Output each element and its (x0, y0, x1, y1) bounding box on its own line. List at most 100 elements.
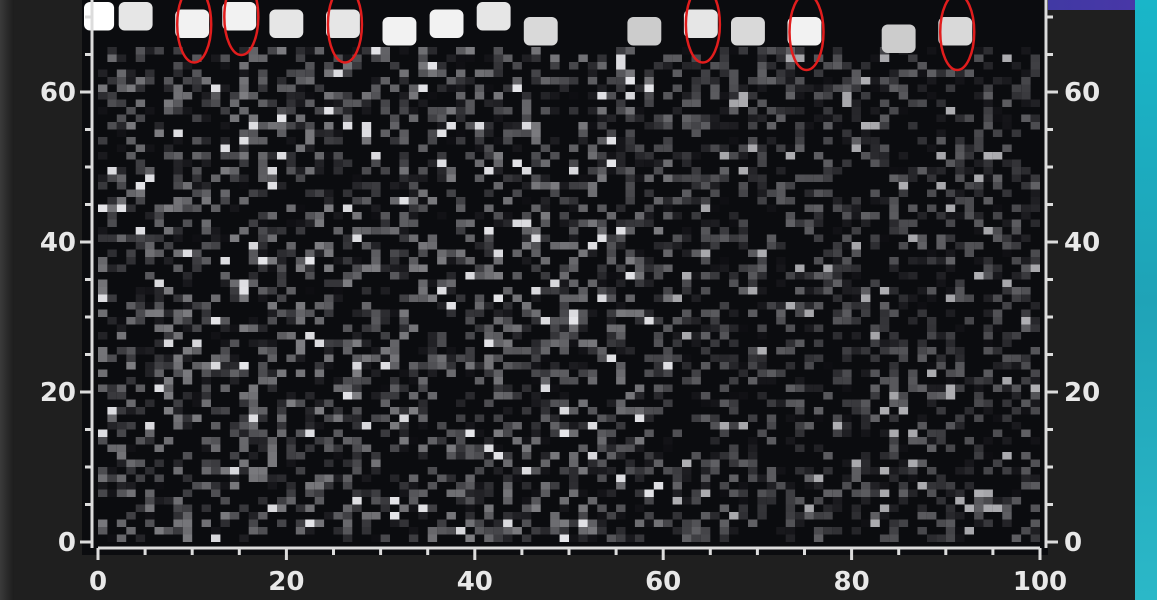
heatmap-cell (813, 189, 824, 197)
heatmap-cell (474, 414, 485, 422)
heatmap-cell (427, 92, 438, 100)
heatmap-cell (126, 399, 136, 407)
heatmap-cell (644, 512, 654, 520)
heatmap-cell (258, 287, 268, 295)
heatmap-cell (766, 77, 777, 85)
heatmap-cell (550, 519, 560, 527)
heatmap-cell (163, 152, 174, 160)
heatmap-cell (748, 174, 758, 182)
heatmap-cell (578, 467, 588, 475)
heatmap-cell (229, 377, 240, 385)
heatmap-cell (748, 137, 758, 145)
heatmap-cell (248, 47, 259, 55)
heatmap-cell (597, 354, 607, 362)
heatmap-cell (832, 504, 843, 512)
heatmap-cell (700, 414, 711, 422)
heatmap-cell (305, 272, 315, 280)
heatmap-cell (173, 167, 183, 175)
heatmap-cell (550, 429, 560, 437)
heatmap-cell (145, 399, 155, 407)
heatmap-cell (493, 219, 503, 227)
heatmap-cell (116, 347, 127, 355)
heatmap-cell (691, 497, 701, 505)
heatmap-cell (691, 129, 701, 137)
heatmap-cell (295, 204, 306, 212)
heatmap-cell (201, 504, 211, 512)
heatmap-cell (521, 519, 532, 527)
heatmap-cell (597, 467, 607, 475)
heatmap-cell (634, 272, 645, 280)
heatmap-cell (239, 324, 249, 332)
heatmap-cell (1030, 534, 1040, 542)
heatmap-cell (644, 452, 654, 460)
heatmap-cell (173, 84, 183, 92)
heatmap-cell (653, 519, 664, 527)
heatmap-cell (258, 227, 268, 235)
heatmap-cell (437, 302, 447, 310)
heatmap-cell (569, 167, 579, 175)
heatmap-cell (126, 234, 136, 242)
heatmap-cell (390, 384, 400, 392)
heatmap-cell (305, 47, 315, 55)
heatmap-cell (342, 62, 353, 70)
heatmap-cell (653, 392, 664, 400)
heatmap-cell (352, 414, 362, 422)
heatmap-cell (889, 452, 899, 460)
heatmap-cell (380, 99, 390, 107)
heatmap-cell (729, 137, 739, 145)
heatmap-cell (408, 114, 419, 122)
heatmap-cell (503, 309, 513, 317)
heatmap-cell (503, 287, 513, 295)
heatmap-cell (795, 107, 805, 115)
heatmap-cell (550, 279, 560, 287)
heatmap-cell (220, 482, 230, 490)
heatmap-cell (785, 152, 796, 160)
heatmap-cell (342, 527, 353, 535)
heatmap-cell (889, 429, 899, 437)
heatmap-cell (503, 407, 513, 415)
heatmap-cell (484, 264, 494, 272)
heatmap-cell (220, 407, 230, 415)
heatmap-cell (569, 332, 579, 340)
heatmap-cell (870, 339, 880, 347)
heatmap-cell (842, 422, 852, 430)
heatmap-cell (606, 467, 617, 475)
heatmap-cell (634, 212, 645, 220)
heatmap-cell (295, 527, 306, 535)
heatmap-cell (795, 512, 805, 520)
heatmap-cell (550, 77, 560, 85)
heatmap-cell (955, 174, 965, 182)
heatmap-cell (248, 249, 259, 257)
heatmap-cell (418, 452, 428, 460)
heatmap-cell (229, 429, 240, 437)
heatmap-cell (710, 422, 720, 430)
heatmap-cell (267, 482, 277, 490)
heatmap-cell (587, 527, 598, 535)
bright-spot (731, 17, 765, 46)
heatmap-cell (700, 144, 711, 152)
heatmap-cell (832, 122, 843, 130)
heatmap-cell (352, 54, 362, 62)
heatmap-cell (644, 219, 654, 227)
heatmap-cell (861, 152, 871, 160)
heatmap-cell (474, 137, 485, 145)
heatmap-cell (908, 294, 918, 302)
heatmap-cell (211, 92, 221, 100)
heatmap-cell (795, 264, 805, 272)
heatmap-cell (267, 437, 277, 445)
heatmap-cell (182, 294, 193, 302)
heatmap-cell (625, 189, 635, 197)
heatmap-cell (1021, 212, 1031, 220)
heatmap-cell (418, 47, 428, 55)
heatmap-cell (229, 422, 240, 430)
heatmap-cell (992, 234, 1003, 242)
heatmap-cell (98, 429, 108, 437)
heatmap-cell (305, 122, 315, 130)
heatmap-cell (474, 527, 485, 535)
heatmap-cell (634, 407, 645, 415)
heatmap-cell (974, 512, 984, 520)
heatmap-cell (898, 302, 909, 310)
heatmap-cell (493, 99, 503, 107)
heatmap-cell (182, 279, 193, 287)
heatmap-cell (785, 437, 796, 445)
